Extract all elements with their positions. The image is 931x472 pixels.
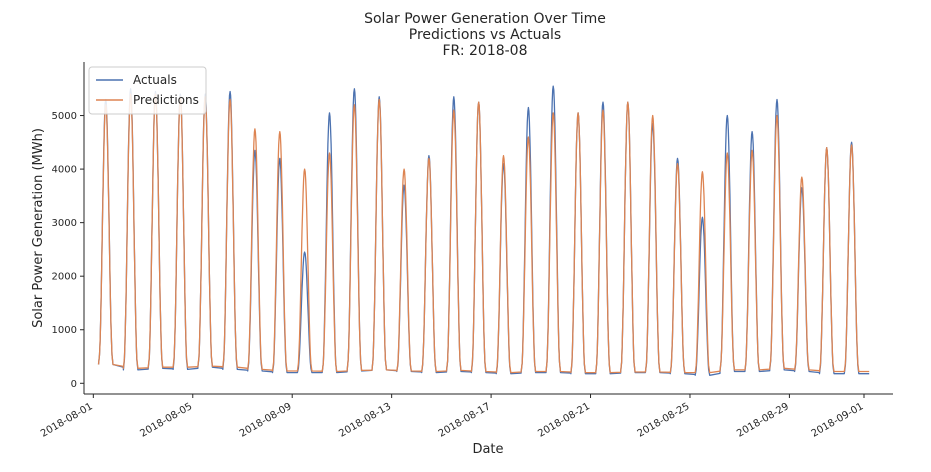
y-tick-label: 3000 bbox=[52, 218, 77, 229]
y-tick-label: 2000 bbox=[52, 272, 77, 283]
y-tick-label: 5000 bbox=[52, 111, 77, 122]
x-tick-label: 2018-08-29 bbox=[735, 401, 791, 440]
x-tick-label: 2018-08-01 bbox=[39, 401, 95, 440]
legend-label-predictions: Predictions bbox=[133, 93, 199, 107]
chart-title-line-1: Solar Power Generation Over Time bbox=[364, 11, 606, 27]
chart-title-line-2: Predictions vs Actuals bbox=[409, 27, 561, 43]
series-line-predictions bbox=[97, 93, 870, 374]
y-tick-label: 4000 bbox=[52, 165, 77, 176]
y-tick-label: 1000 bbox=[52, 325, 77, 336]
x-tick-label: 2018-08-13 bbox=[337, 401, 393, 440]
y-axis-ticks: 0 1000 2000 3000 4000 5000 bbox=[52, 111, 84, 390]
chart-title-line-3: FR: 2018-08 bbox=[442, 43, 527, 59]
x-axis-label: Date bbox=[472, 442, 503, 457]
legend-label-actuals: Actuals bbox=[133, 73, 177, 87]
x-tick-label: 2018-08-21 bbox=[536, 401, 592, 440]
x-axis-ticks: 2018-08-01 2018-08-05 2018-08-09 2018-08-13… bbox=[39, 394, 866, 440]
chart-title: Solar Power Generation Over Time Predict… bbox=[364, 11, 606, 59]
legend: Actuals Predictions bbox=[88, 66, 207, 115]
x-tick-label: 2018-08-09 bbox=[238, 401, 294, 440]
y-axis-label: Solar Power Generation (MWh) bbox=[31, 128, 46, 328]
x-tick-label: 2018-08-05 bbox=[138, 401, 194, 440]
x-tick-label: 2018-08-17 bbox=[437, 401, 493, 440]
y-tick-label: 0 bbox=[71, 379, 77, 390]
x-tick-label: 2018-08-25 bbox=[636, 401, 692, 440]
x-tick-label: 2018-09-01 bbox=[810, 401, 866, 440]
legend-box bbox=[88, 66, 207, 115]
series-lines bbox=[97, 85, 870, 376]
